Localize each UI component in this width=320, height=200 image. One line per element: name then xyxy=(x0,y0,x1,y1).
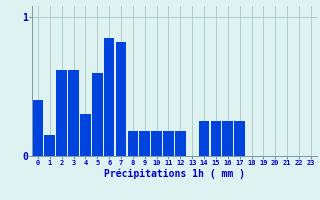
Bar xyxy=(68,70,79,156)
Bar xyxy=(211,121,221,156)
Bar xyxy=(199,121,209,156)
Bar xyxy=(222,121,233,156)
Bar xyxy=(151,131,162,156)
Bar xyxy=(175,131,186,156)
Bar xyxy=(80,114,91,156)
Bar xyxy=(92,73,103,156)
Bar xyxy=(33,100,43,156)
Bar xyxy=(234,121,245,156)
Bar xyxy=(140,131,150,156)
Bar xyxy=(116,42,126,156)
Bar xyxy=(128,131,138,156)
Bar xyxy=(104,38,115,156)
Bar xyxy=(163,131,174,156)
Bar xyxy=(56,70,67,156)
Bar xyxy=(44,135,55,156)
X-axis label: Précipitations 1h ( mm ): Précipitations 1h ( mm ) xyxy=(104,169,245,179)
